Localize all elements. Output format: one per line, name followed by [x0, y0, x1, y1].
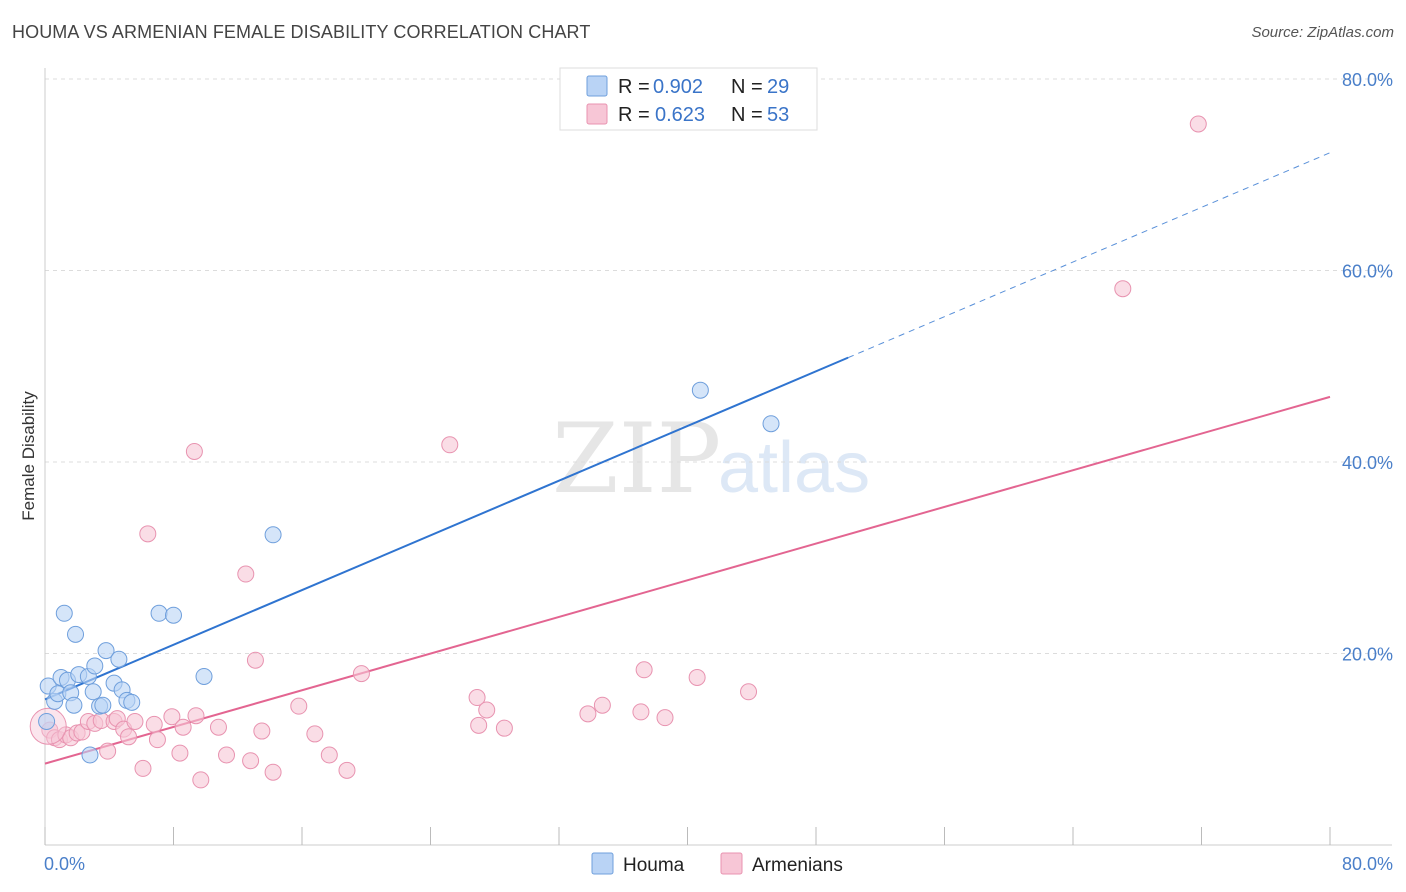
- houma-point-26: [264, 526, 282, 544]
- data-points: [29, 115, 1207, 789]
- armenians-point-18: [145, 715, 163, 733]
- y-tick-label-0: 20.0%: [1342, 645, 1393, 665]
- armenians-point-43: [579, 705, 597, 723]
- houma-point-12: [81, 746, 99, 764]
- bottom-legend-houma: Houma: [623, 855, 685, 876]
- armenians-point-47: [656, 709, 674, 727]
- y-tick-labels: 20.0% 40.0% 60.0% 80.0%: [1342, 70, 1393, 665]
- armenians-point-14: [120, 728, 138, 746]
- houma-point-16: [94, 696, 112, 714]
- y-axis-label: Female Disability: [19, 391, 38, 521]
- armenians-point-48: [688, 668, 706, 686]
- armenians-point-38: [441, 436, 459, 454]
- legend-r-label-armenians: R =: [618, 104, 650, 126]
- houma-point-23: [150, 604, 168, 622]
- bottom-legend-armenians: Armenians: [752, 855, 843, 876]
- bottom-legend-swatch-armenians: [720, 852, 743, 875]
- legend-r-value-armenians: 0.623: [655, 104, 705, 126]
- armenians-trend-line: [44, 395, 1331, 765]
- armenians-point-37: [352, 665, 370, 683]
- y-tick-label-1: 40.0%: [1342, 453, 1393, 473]
- armenians-point-44: [593, 696, 611, 714]
- houma-point-5: [55, 604, 73, 622]
- armenians-point-21: [171, 744, 189, 762]
- armenians-point-17: [139, 525, 157, 543]
- houma-point-25: [195, 667, 213, 685]
- legend-n-value-armenians: 53: [767, 104, 789, 126]
- armenians-point-28: [237, 565, 255, 583]
- armenians-point-15: [126, 712, 144, 730]
- houma-point-13: [84, 683, 102, 701]
- armenians-point-29: [242, 752, 260, 770]
- source-label: Source: ZipAtlas.com: [1251, 24, 1394, 41]
- armenians-point-31: [253, 722, 271, 740]
- watermark-zip: ZIP: [552, 403, 721, 515]
- trend-lines: [44, 152, 1331, 765]
- correlation-legend: R = 0.902 N = 29 R = 0.623 N = 53: [559, 67, 818, 131]
- watermark-atlas: atlas: [718, 428, 870, 508]
- armenians-point-49: [740, 683, 758, 701]
- armenians-point-41: [478, 701, 496, 719]
- armenians-point-42: [495, 719, 513, 737]
- armenians-point-40: [470, 716, 488, 734]
- houma-trend-extension: [847, 152, 1331, 359]
- armenians-point-27: [218, 746, 236, 764]
- armenians-point-33: [290, 697, 308, 715]
- armenians-point-16: [134, 759, 152, 777]
- houma-point-0: [38, 712, 56, 730]
- legend-r-label-houma: R =: [618, 76, 650, 98]
- armenians-point-19: [148, 731, 166, 749]
- x-tick-label-0: 0.0%: [44, 854, 85, 874]
- houma-point-14: [86, 657, 104, 675]
- legend-swatch-armenians: [586, 103, 608, 125]
- bottom-legend-swatch-houma: [591, 852, 614, 875]
- armenians-point-39: [468, 689, 486, 707]
- legend-n-label-houma: N =: [731, 76, 763, 98]
- legend-n-label-armenians: N =: [731, 104, 763, 126]
- armenians-point-24: [192, 771, 210, 789]
- armenians-point-45: [632, 703, 650, 721]
- houma-point-19: [110, 650, 128, 668]
- chart-title: HOUMA VS ARMENIAN FEMALE DISABILITY CORR…: [12, 22, 591, 42]
- houma-point-24: [165, 606, 182, 624]
- y-tick-label-2: 60.0%: [1342, 262, 1393, 282]
- x-tick-labels: 0.0% 80.0%: [44, 854, 1393, 874]
- armenians-point-35: [320, 746, 338, 764]
- armenians-point-51: [1189, 115, 1207, 133]
- x-tick-label-1: 80.0%: [1342, 854, 1393, 874]
- armenians-point-23: [187, 707, 205, 725]
- legend-swatch-houma: [586, 75, 608, 97]
- houma-point-27: [691, 381, 709, 399]
- armenians-point-20: [163, 708, 181, 726]
- armenians-point-50: [1114, 280, 1132, 298]
- houma-trend-line: [44, 356, 849, 701]
- armenians-point-46: [635, 661, 653, 679]
- houma-point-17: [97, 642, 115, 660]
- legend-r-value-houma: 0.902: [653, 76, 703, 98]
- houma-point-28: [762, 415, 780, 433]
- houma-point-8: [65, 696, 83, 714]
- legend-n-value-houma: 29: [767, 76, 789, 98]
- armenians-point-34: [306, 725, 324, 743]
- grid-lines: [45, 78, 1392, 654]
- armenians-point-26: [209, 718, 227, 736]
- armenians-point-30: [246, 651, 264, 669]
- houma-point-9: [67, 625, 85, 643]
- series-legend: Houma Armenians: [591, 852, 843, 876]
- houma-point-22: [123, 693, 141, 711]
- armenians-point-22: [174, 718, 192, 736]
- armenians-point-25: [185, 442, 203, 460]
- armenians-point-32: [264, 763, 282, 781]
- armenians-point-36: [338, 761, 356, 779]
- armenians-point-10: [99, 742, 117, 760]
- y-tick-label-3: 80.0%: [1342, 70, 1393, 90]
